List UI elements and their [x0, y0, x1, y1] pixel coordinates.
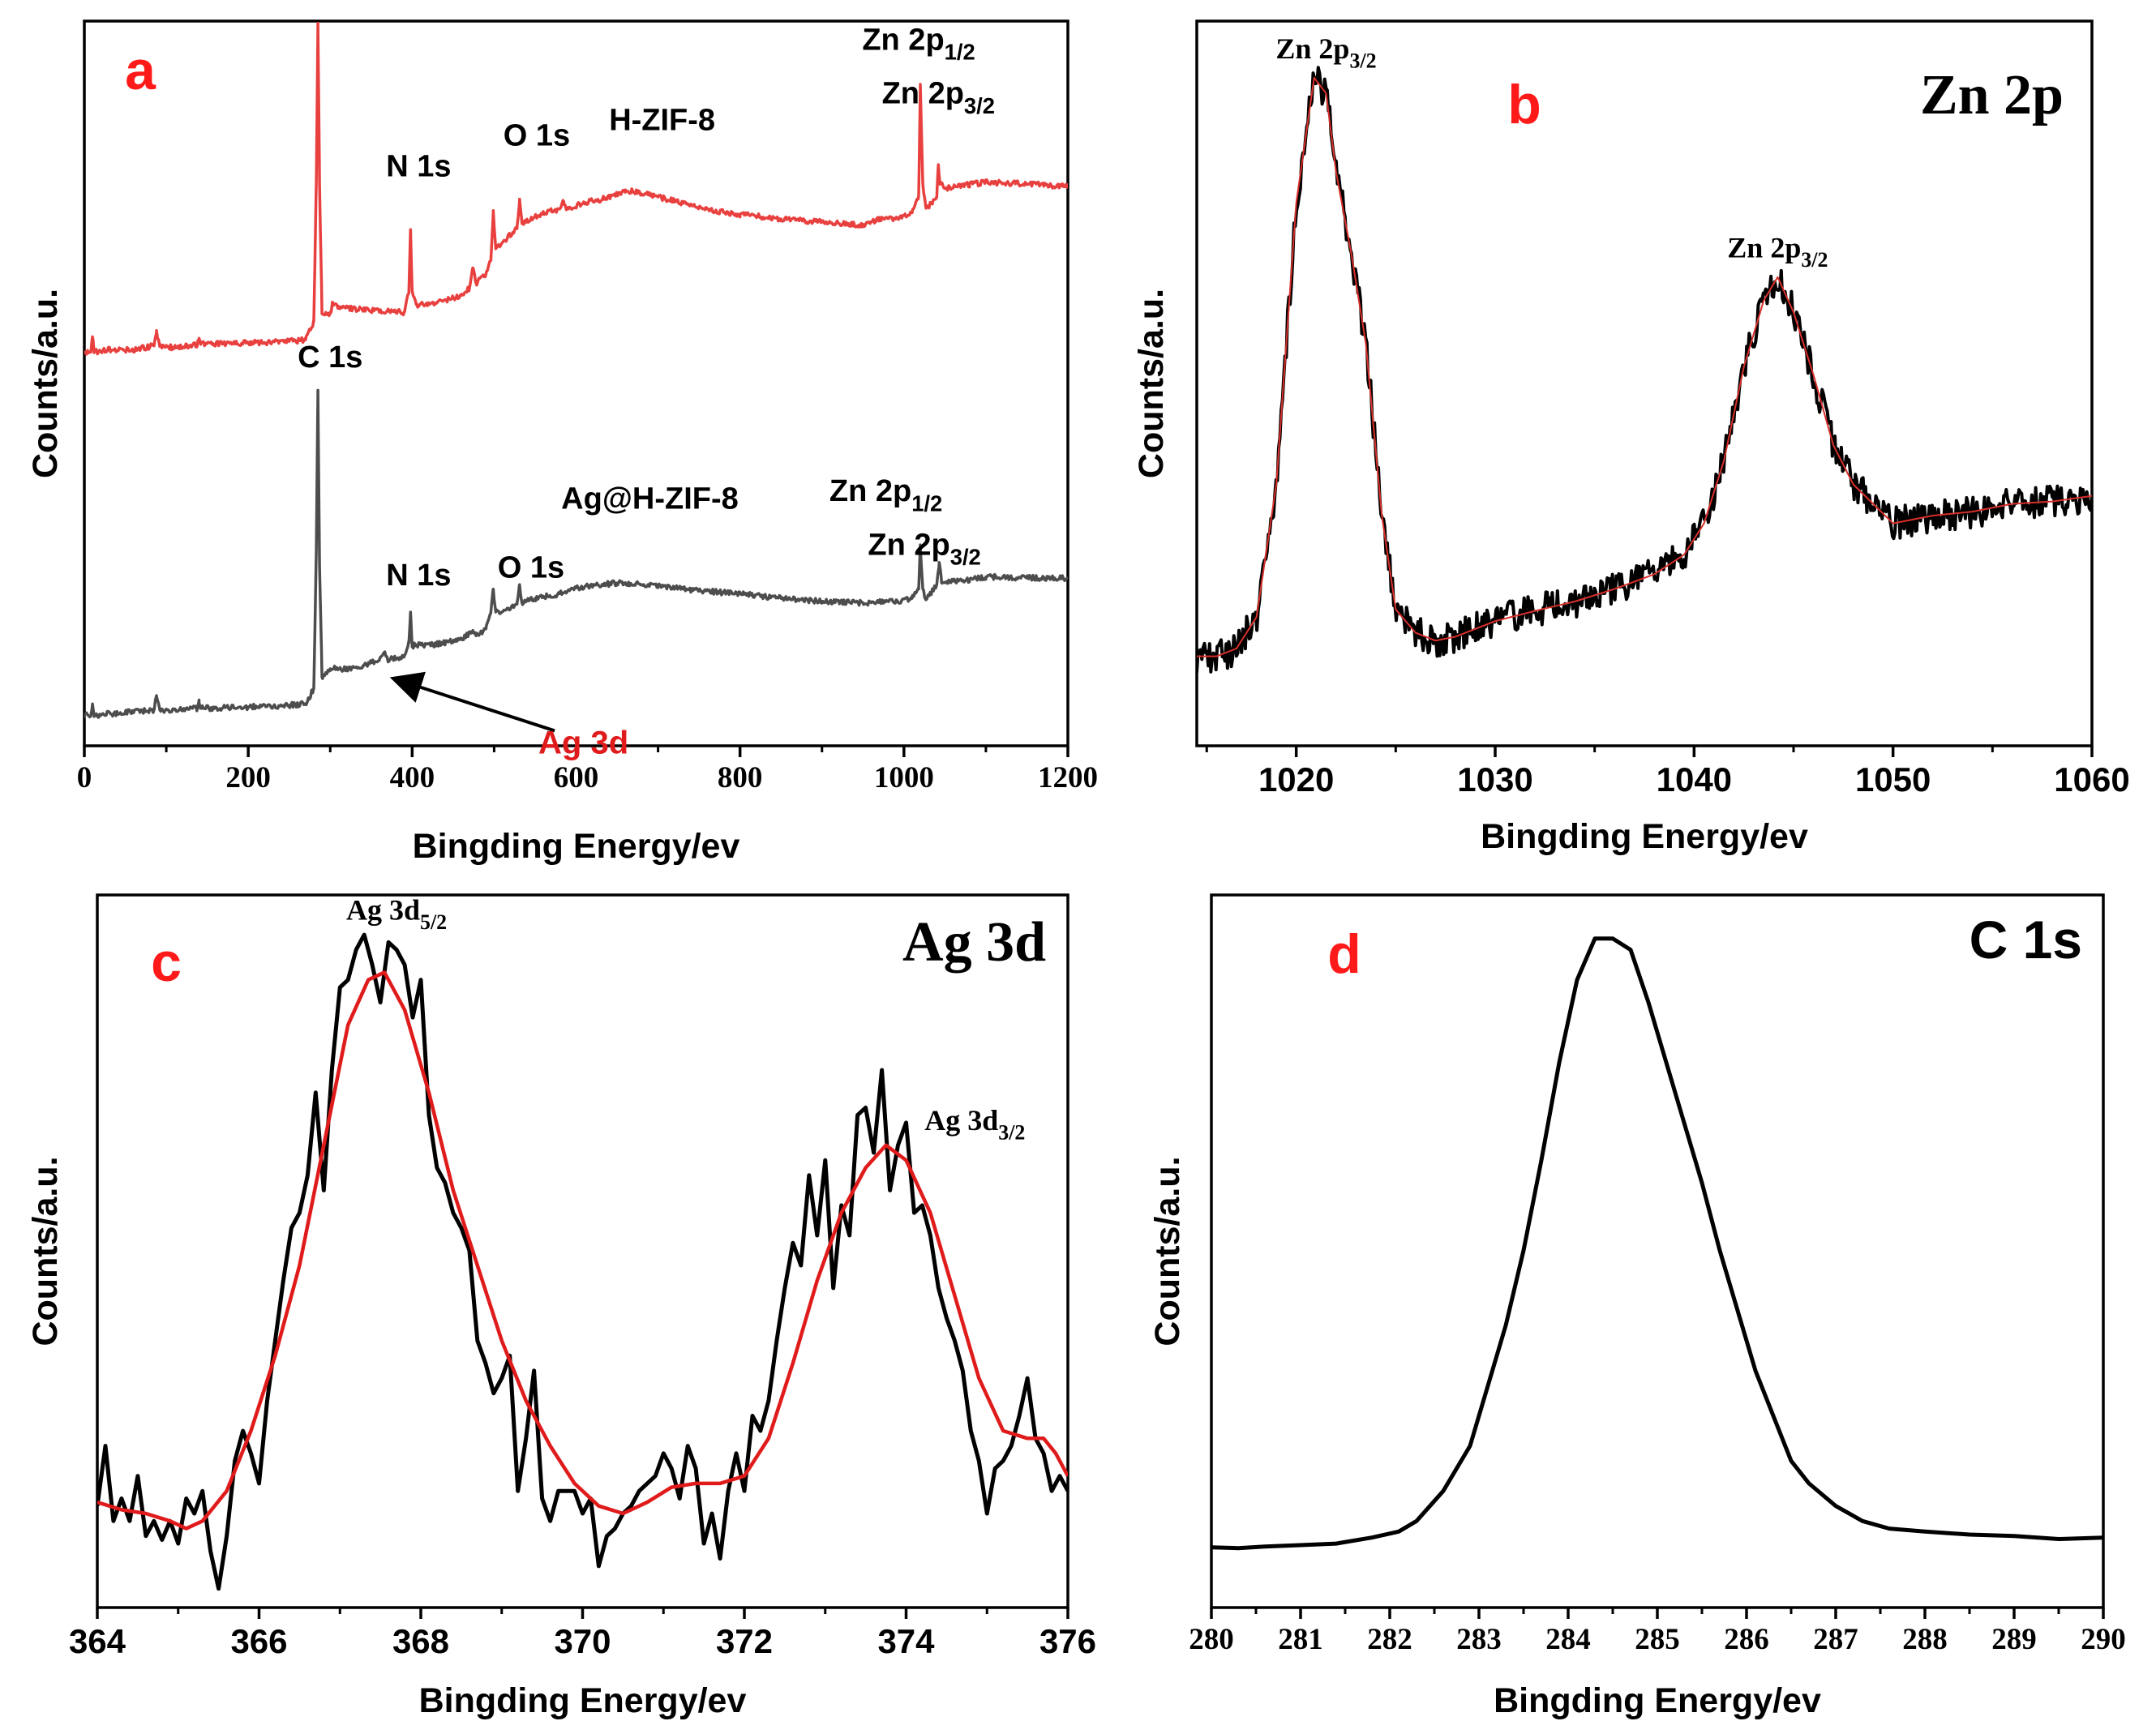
panel-letter: a: [125, 40, 156, 101]
x-tick-label: 368: [392, 1622, 449, 1660]
x-tick-label: 366: [230, 1622, 287, 1660]
peak-label: O 1s: [498, 551, 564, 585]
peak-label-subscript: 3/2: [1349, 49, 1376, 72]
peak-label-subscript: 3/2: [998, 1121, 1025, 1145]
x-tick-label: 1200: [1038, 761, 1098, 794]
peak-label-main: Ag 3d: [346, 894, 420, 927]
y-axis-label: Counts/a.u.: [26, 289, 65, 478]
series-line-raw: [1197, 66, 2092, 674]
peak-label: O 1s: [504, 119, 570, 153]
x-tick-label: 600: [554, 761, 599, 794]
peak-label: Zn 2p1/2: [862, 24, 975, 65]
x-tick-label: 1000: [874, 761, 934, 794]
peak-label: N 1s: [386, 149, 451, 183]
x-tick-label: 370: [554, 1622, 611, 1660]
x-tick-label: 1030: [1457, 760, 1532, 798]
peak-label: Ag 3d5/2: [346, 894, 447, 935]
x-tick-label: 1040: [1657, 760, 1732, 798]
x-tick-label: 1050: [1855, 760, 1931, 798]
x-tick-label: 283: [1456, 1623, 1502, 1656]
peak-label: Ag@H-ZIF-8: [561, 482, 739, 516]
peak-label-main: Zn 2p: [1727, 232, 1801, 264]
peak-label-main: Zn 2p: [868, 528, 949, 562]
x-axis-label: Bingding Energy/ev: [1494, 1681, 1821, 1720]
panel-b-zn2p-spectrum: 1020 1030 1040 1050 1060 Bingding Energy/ev Co…: [1132, 19, 2130, 856]
panel-letter: c: [151, 931, 182, 993]
peak-label-main: Zn 2p: [882, 77, 964, 111]
x-tick-label: 200: [225, 761, 271, 794]
x-axis-label: Bingding Energy/ev: [413, 827, 740, 866]
panel-letter: d: [1327, 923, 1361, 985]
peak-label: H-ZIF-8: [609, 104, 715, 138]
peak-label-subscript: 1/2: [911, 490, 942, 516]
annotation-arrow: [389, 671, 555, 733]
peak-label-main: Zn 2p: [829, 474, 911, 508]
peak-label: Zn 2p3/2: [868, 528, 980, 569]
peak-label-subscript: 3/2: [1801, 248, 1828, 272]
x-tick-label: 376: [1039, 1622, 1096, 1660]
x-axis-label: Bingding Energy/ev: [1481, 817, 1808, 856]
series-line-fit: [1197, 76, 2092, 657]
x-tick-label: 285: [1635, 1623, 1680, 1656]
x-axis-label: Bingding Energy/ev: [419, 1681, 747, 1720]
peak-label-subscript: 3/2: [950, 544, 981, 569]
panel-a-survey-spectrum: 0 200 400 600 800 1000 1200 Bingding Energy/ev C…: [26, 19, 1098, 866]
panel-d-c1s-spectrum: 280 281 282 283 284 285 286 287 288 289 290 Bingdin…: [1148, 893, 2126, 1720]
peak-label: Zn 2p3/2: [882, 77, 995, 118]
y-axis-label: Counts/a.u.: [26, 1156, 65, 1346]
x-tick-label: 290: [2081, 1623, 2126, 1656]
peak-label: Zn 2p3/2: [1727, 232, 1828, 272]
x-tick-label: 280: [1189, 1623, 1234, 1656]
x-tick-label: 289: [1991, 1623, 2037, 1656]
series-line-fit: [97, 970, 1068, 1531]
peak-label-main: Zn 2p: [862, 24, 944, 58]
x-tick-label: 284: [1545, 1623, 1591, 1656]
peak-label: N 1s: [386, 559, 451, 593]
x-tick-label: 1060: [2054, 760, 2129, 798]
x-tick-label: 400: [390, 761, 435, 794]
x-tick-label: 286: [1724, 1623, 1769, 1656]
annotation-label: Ag 3d: [538, 725, 628, 760]
x-tick-label: 372: [716, 1622, 773, 1660]
plot-frame: [1195, 19, 2094, 747]
x-tick-label: 1020: [1258, 760, 1334, 798]
panel-title: Ag 3d: [902, 911, 1046, 974]
x-tick-label: 0: [77, 761, 92, 794]
peak-label: C 1s: [298, 340, 362, 375]
peak-label-main: Zn 2p: [1275, 32, 1349, 65]
panel-c-ag3d-spectrum: 364 366 368 370 372 374 376 Bingding Energy/ev C…: [26, 893, 1096, 1720]
peak-label-subscript: 5/2: [420, 910, 447, 934]
x-tick-label: 282: [1367, 1623, 1412, 1656]
y-axis-label: Counts/a.u.: [1132, 289, 1171, 478]
series-line-raw: [97, 932, 1068, 1591]
series-line-h-zif-8: [84, 21, 1068, 356]
peak-label-main: Ag 3d: [924, 1104, 998, 1137]
peak-label-subscript: 3/2: [964, 93, 995, 118]
series-line-ag-h-zif-8: [84, 388, 1068, 719]
peak-label: Zn 2p1/2: [829, 474, 942, 516]
x-tick-label: 287: [1813, 1623, 1858, 1656]
x-tick-label: 288: [1902, 1623, 1948, 1656]
peak-label-subscript: 1/2: [945, 40, 975, 65]
peak-label: Ag 3d3/2: [924, 1104, 1025, 1145]
x-tick-label: 800: [718, 761, 763, 794]
series-line-c-1s: [1211, 936, 2103, 1551]
x-tick-label: 374: [877, 1622, 935, 1660]
x-tick-label: 364: [69, 1622, 126, 1660]
panel-title: C 1s: [1970, 910, 2082, 970]
panel-title: Zn 2p: [1920, 64, 2064, 126]
panel-letter: b: [1507, 74, 1541, 135]
peak-label: Zn 2p3/2: [1275, 32, 1376, 73]
y-axis-label: Counts/a.u.: [1148, 1156, 1187, 1346]
x-tick-label: 281: [1278, 1623, 1323, 1656]
